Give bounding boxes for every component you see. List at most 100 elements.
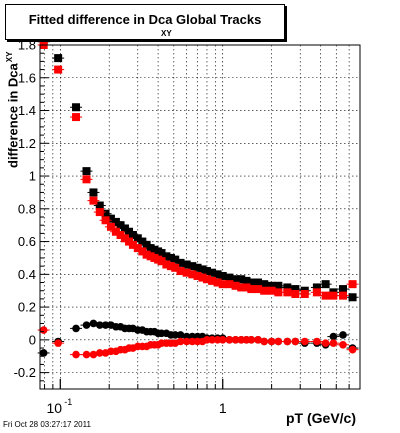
data-point-square bbox=[128, 240, 137, 249]
x-tick-label-exponent: -1 bbox=[64, 397, 72, 407]
y-tick-label: 1.8 bbox=[18, 38, 36, 53]
data-point-square bbox=[242, 283, 251, 292]
data-point-square bbox=[171, 263, 180, 272]
y-tick-label: 0.8 bbox=[18, 201, 36, 216]
data-point-square bbox=[242, 276, 251, 285]
data-point-square bbox=[120, 234, 129, 243]
y-tick-label: 1.4 bbox=[18, 103, 36, 118]
data-point-square bbox=[198, 265, 207, 274]
data-point-circle bbox=[313, 337, 321, 346]
chart-title-box: Fitted difference in Dca Global Tracks X… bbox=[5, 4, 285, 40]
data-point-square bbox=[208, 276, 217, 285]
data-point-square bbox=[193, 263, 202, 272]
data-point-square bbox=[338, 285, 347, 294]
data-point-circle bbox=[339, 340, 347, 349]
chart-title-subscript: XY bbox=[161, 29, 172, 38]
data-point-square bbox=[162, 252, 171, 261]
data-point-square bbox=[274, 288, 283, 297]
data-point-square bbox=[260, 280, 269, 289]
data-point-square bbox=[89, 188, 98, 197]
data-point-square bbox=[188, 262, 197, 271]
data-point-square bbox=[188, 270, 197, 279]
data-point-square bbox=[291, 285, 300, 294]
data-point-square bbox=[247, 285, 256, 294]
data-point-circle bbox=[329, 339, 338, 347]
data-point-circle bbox=[348, 345, 357, 354]
data-point-circle bbox=[54, 339, 62, 347]
data-point-square bbox=[111, 227, 120, 236]
y-axis-label-text: difference in Dca bbox=[5, 63, 21, 168]
data-point-square bbox=[267, 281, 276, 290]
y-tick-label: 1.6 bbox=[18, 70, 36, 85]
data-point-circle bbox=[283, 337, 292, 346]
data-point-square bbox=[106, 222, 115, 231]
data-point-circle bbox=[260, 337, 268, 346]
data-point-square bbox=[166, 262, 175, 271]
data-point-square bbox=[291, 289, 300, 298]
data-point-square bbox=[193, 271, 202, 280]
data-point-square bbox=[162, 260, 171, 269]
data-point-square bbox=[225, 280, 234, 289]
data-point-square bbox=[72, 103, 81, 112]
footer-timestamp: Fri Oct 28 03:27:17 2011 bbox=[3, 420, 91, 429]
data-point-square bbox=[254, 278, 263, 287]
data-point-square bbox=[338, 291, 347, 300]
y-tick-label: 0.2 bbox=[18, 300, 36, 315]
data-point-square bbox=[237, 275, 246, 284]
data-point-square bbox=[95, 208, 104, 217]
data-point-square bbox=[157, 257, 166, 266]
data-point-square bbox=[106, 214, 115, 223]
data-point-square bbox=[312, 283, 321, 292]
data-point-square bbox=[329, 291, 338, 300]
data-point-square bbox=[116, 231, 125, 240]
data-point-square bbox=[101, 216, 110, 225]
data-point-square bbox=[128, 231, 137, 240]
y-axis-label: difference in DcaXY bbox=[5, 52, 20, 168]
data-point-square bbox=[120, 224, 129, 233]
data-point-circle bbox=[218, 336, 227, 344]
data-point-circle bbox=[225, 336, 234, 344]
data-point-circle bbox=[300, 337, 309, 346]
y-tick-label: 1 bbox=[29, 169, 36, 184]
data-point-circle bbox=[72, 324, 80, 333]
data-marks bbox=[37, 37, 359, 359]
data-point-square bbox=[101, 209, 110, 218]
data-point-square bbox=[213, 278, 222, 287]
data-point-square bbox=[202, 267, 211, 276]
data-point-square bbox=[321, 291, 330, 300]
data-point-square bbox=[176, 258, 185, 267]
data-point-square bbox=[157, 249, 166, 258]
y-tick-label: 1.2 bbox=[18, 136, 36, 151]
data-point-circle bbox=[89, 350, 98, 359]
data-point-square bbox=[254, 285, 263, 294]
data-point-square bbox=[133, 244, 142, 253]
data-point-square bbox=[176, 267, 185, 276]
data-point-square bbox=[54, 54, 63, 63]
data-point-square bbox=[260, 286, 269, 295]
data-point-square bbox=[142, 240, 151, 249]
data-point-square bbox=[138, 237, 147, 246]
data-point-square bbox=[82, 175, 91, 184]
data-point-square bbox=[321, 280, 330, 289]
data-point-square bbox=[348, 293, 357, 302]
data-point-square bbox=[274, 281, 283, 290]
data-point-square bbox=[95, 201, 104, 210]
data-point-square bbox=[283, 283, 292, 292]
y-axis-label-wrap: difference in DcaXY bbox=[2, 40, 22, 170]
data-point-circle bbox=[321, 339, 330, 347]
data-point-square bbox=[213, 270, 222, 279]
data-point-square bbox=[182, 268, 191, 277]
data-point-square bbox=[182, 260, 191, 269]
chart-title: Fitted difference in Dca Global Tracks bbox=[28, 12, 262, 27]
data-point-square bbox=[283, 288, 292, 297]
data-point-circle bbox=[339, 331, 347, 339]
data-point-square bbox=[54, 65, 63, 74]
data-point-circle bbox=[176, 337, 185, 346]
data-point-square bbox=[208, 268, 217, 277]
data-point-square bbox=[348, 280, 357, 289]
data-point-square bbox=[218, 271, 227, 280]
data-point-circle bbox=[82, 350, 91, 359]
data-point-square bbox=[231, 281, 240, 290]
x-tick-label: 1 bbox=[219, 400, 227, 416]
